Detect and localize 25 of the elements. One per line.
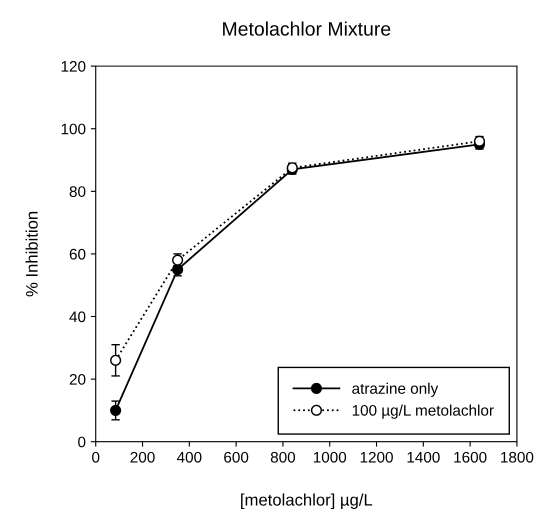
x-tick-label: 1800 xyxy=(501,452,534,463)
y-axis-title: % Inhibition xyxy=(26,212,38,296)
x-tick-label: 1600 xyxy=(454,452,487,463)
point xyxy=(110,404,122,416)
x-tick-label: 400 xyxy=(176,452,202,463)
x-tick-label: 1200 xyxy=(360,452,393,463)
x-tick-label: 800 xyxy=(270,452,296,463)
y-tick-label: 0 xyxy=(78,436,86,448)
y-tick-label: 60 xyxy=(70,248,86,260)
point xyxy=(474,136,486,147)
x-tick-label: 1000 xyxy=(314,452,346,463)
chart-title: Metolachlor Mixture xyxy=(223,21,390,36)
x-tick-label: 0 xyxy=(92,452,100,463)
y-tick-label: 100 xyxy=(62,124,86,134)
legend-label: 100 µg/L metolachlor xyxy=(352,404,494,419)
y-tick-label: 20 xyxy=(70,374,86,385)
x-tick-label: 200 xyxy=(130,452,155,463)
y-tick-label: 40 xyxy=(69,311,86,322)
x-axis-title: [metolachlor] µg/L xyxy=(241,493,372,509)
x-tick-label: 1400 xyxy=(407,452,440,463)
x-tick-label: 600 xyxy=(224,452,248,463)
y-tick-label: 120 xyxy=(62,60,86,72)
point xyxy=(110,354,122,366)
legend-label: atrazine only xyxy=(352,382,438,397)
y-tick-label: 80 xyxy=(70,186,86,198)
